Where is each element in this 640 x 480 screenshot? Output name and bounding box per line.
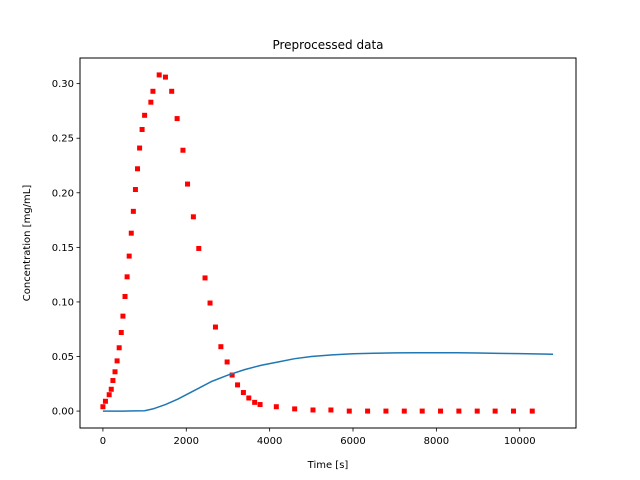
y-tick-label: 0.15 (52, 243, 74, 254)
y-axis-label: Concentration [mg/mL] (22, 185, 33, 302)
data-point (185, 181, 191, 187)
data-point (135, 166, 141, 172)
data-point (148, 99, 154, 105)
data-point (112, 369, 118, 375)
x-axis: 0 2000 4000 6000 8000 10000 (100, 428, 536, 447)
x-tick-label: 8000 (424, 436, 449, 447)
data-point (419, 408, 425, 414)
data-point (207, 300, 213, 306)
data-point (139, 126, 145, 132)
data-point (169, 88, 175, 94)
data-point (150, 88, 156, 94)
data-point (142, 112, 148, 118)
data-point (246, 395, 252, 401)
data-point (240, 390, 246, 396)
series-line (102, 351, 554, 412)
data-point (212, 324, 218, 330)
data-point (474, 408, 480, 414)
data-point (328, 407, 334, 413)
data-point (126, 253, 132, 259)
x-tick-label: 0 (100, 436, 106, 447)
y-tick-label: 0.00 (52, 407, 74, 418)
x-tick-label: 4000 (257, 436, 282, 447)
data-point (229, 372, 235, 378)
data-point (102, 398, 108, 404)
data-point (106, 392, 112, 398)
data-point (202, 275, 208, 281)
data-point (122, 293, 128, 299)
x-tick-label: 10000 (504, 436, 536, 447)
data-point (346, 408, 352, 414)
data-point (174, 116, 180, 122)
y-tick-label: 0.30 (52, 79, 74, 90)
x-axis-label: Time [s] (307, 460, 349, 471)
data-point (257, 402, 263, 408)
data-point (492, 408, 498, 414)
x-tick-label: 6000 (340, 436, 365, 447)
data-point (252, 399, 258, 405)
data-point (383, 408, 389, 414)
data-point (180, 147, 186, 153)
y-axis: 0.00 0.05 0.10 0.15 0.20 0.25 0.30 (52, 79, 80, 418)
y-tick-label: 0.05 (52, 352, 74, 363)
data-point (310, 407, 316, 413)
data-point (529, 408, 535, 414)
data-point (137, 145, 143, 151)
data-point (292, 406, 298, 412)
x-tick-label: 2000 (174, 436, 199, 447)
data-point (218, 344, 224, 350)
data-point (118, 330, 124, 335)
chart-title: Preprocessed data (272, 38, 383, 52)
data-point (128, 230, 134, 236)
y-tick-label: 0.25 (52, 134, 74, 145)
data-point (114, 358, 120, 364)
data-point (100, 404, 106, 410)
data-point (108, 386, 114, 392)
data-point (190, 214, 196, 220)
y-tick-label: 0.10 (52, 297, 74, 308)
data-point (224, 359, 230, 365)
data-point (116, 345, 122, 351)
data-point (156, 72, 162, 78)
data-point (110, 378, 116, 384)
data-point (438, 408, 444, 414)
data-point (132, 187, 138, 193)
data-point (456, 408, 462, 414)
data-point (120, 313, 126, 319)
data-point (162, 74, 168, 80)
data-point (365, 408, 371, 414)
data-point (196, 245, 202, 251)
data-point (273, 404, 279, 410)
plot-frame (79, 57, 577, 429)
data-point (510, 408, 516, 414)
data-point (124, 274, 130, 280)
data-point (130, 208, 136, 214)
data-point (401, 408, 407, 414)
plot-area (100, 72, 554, 414)
y-tick-label: 0.20 (52, 188, 74, 199)
data-point (235, 382, 241, 388)
